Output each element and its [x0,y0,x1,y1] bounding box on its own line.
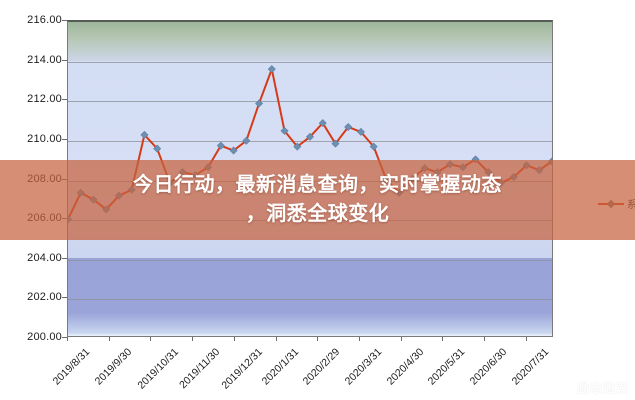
x-axis-tick-label: 2020/5/31 [426,346,468,388]
x-axis-tick [442,337,444,341]
y-axis-tick [62,337,67,338]
x-axis-tick-label: 2019/10/31 [135,346,182,392]
data-point-marker [153,144,162,153]
data-point-marker [280,126,289,135]
data-point-marker [267,65,276,74]
data-point-marker [344,123,353,131]
x-axis-tick-label: 2019/9/30 [92,346,134,388]
overlay-headline: 今日行动，最新消息查询，实时掌握动态 ，洞悉全球变化 [133,171,502,229]
x-axis-tick [108,337,110,341]
data-point-marker [318,119,327,128]
y-axis: 200.00202.00204.00206.00208.00210.00212.… [0,14,67,343]
weibo-icon [558,380,573,395]
x-axis-tick [400,337,402,341]
x-axis-tick-label: 2019/12/31 [219,346,265,392]
x-axis: 2019/8/31 2019/9/30 2019/10/31 2019/11/30 20… [51,337,553,398]
data-point-marker [331,139,340,148]
y-axis-tick [62,99,67,101]
y-axis-tick-label: 202.00 [27,291,62,304]
data-point-marker [140,130,149,139]
data-point-marker [356,127,365,136]
data-point-marker [255,99,264,108]
data-point-marker [216,141,225,150]
x-axis-tick-label: 2020/3/31 [342,346,385,388]
y-axis-tick-label: 216.00 [27,14,62,26]
gridline [68,299,552,300]
gridline [68,62,552,63]
data-point-marker [305,132,315,141]
band-upper-green [68,22,552,62]
overlay-banner: 今日行动，最新消息查询，实时掌握动态 ，洞悉全球变化 [0,160,635,240]
gridline [68,101,552,102]
data-point-marker [293,142,302,151]
y-axis-tick-label: 200.00 [27,331,62,343]
data-point-marker [242,136,251,145]
x-axis-tick [150,337,152,341]
x-axis-tick [192,337,194,341]
y-axis-tick [62,20,67,21]
y-axis-tick-label: 214.00 [27,53,62,66]
band-lower-periwinkle [68,257,552,336]
data-point-marker [229,146,238,155]
y-axis-tick [62,297,67,299]
y-axis-tick [62,257,67,259]
x-axis-tick-label: 2019/8/31 [50,346,93,388]
data-point-marker [369,142,378,151]
watermark: 励志冠篇 [558,379,629,396]
y-axis-tick-label: 204.00 [27,251,62,264]
x-axis-tick [317,337,319,341]
x-axis-tick [484,337,486,341]
x-axis-tick-label: 2020/2/29 [300,346,343,388]
x-axis-tick-label: 2020/7/31 [509,346,552,388]
gridline [68,260,552,261]
gridline [68,141,552,142]
overlay-headline-line2: ，洞悉全球变化 [245,203,390,225]
y-axis-tick [62,59,67,61]
x-axis-tick-label: 2019/11/30 [177,346,223,392]
x-axis-tick-label: 2020/4/30 [384,346,426,388]
overlay-headline-line1: 今日行动，最新消息查询，实时掌握动态 [133,174,502,196]
x-axis-tick [359,337,361,341]
x-axis-tick [67,337,68,341]
x-axis-tick-label: 2020/6/30 [467,346,510,388]
y-axis-tick-label: 212.00 [27,93,62,106]
y-axis-tick [62,138,67,140]
watermark-text: 励志冠篇 [576,381,629,395]
x-axis-tick [275,337,277,341]
y-axis-tick-label: 210.00 [27,132,62,145]
x-axis-tick-label: 2020/1/31 [259,346,301,388]
x-axis-tick [233,337,235,341]
x-axis-tick [525,337,527,341]
